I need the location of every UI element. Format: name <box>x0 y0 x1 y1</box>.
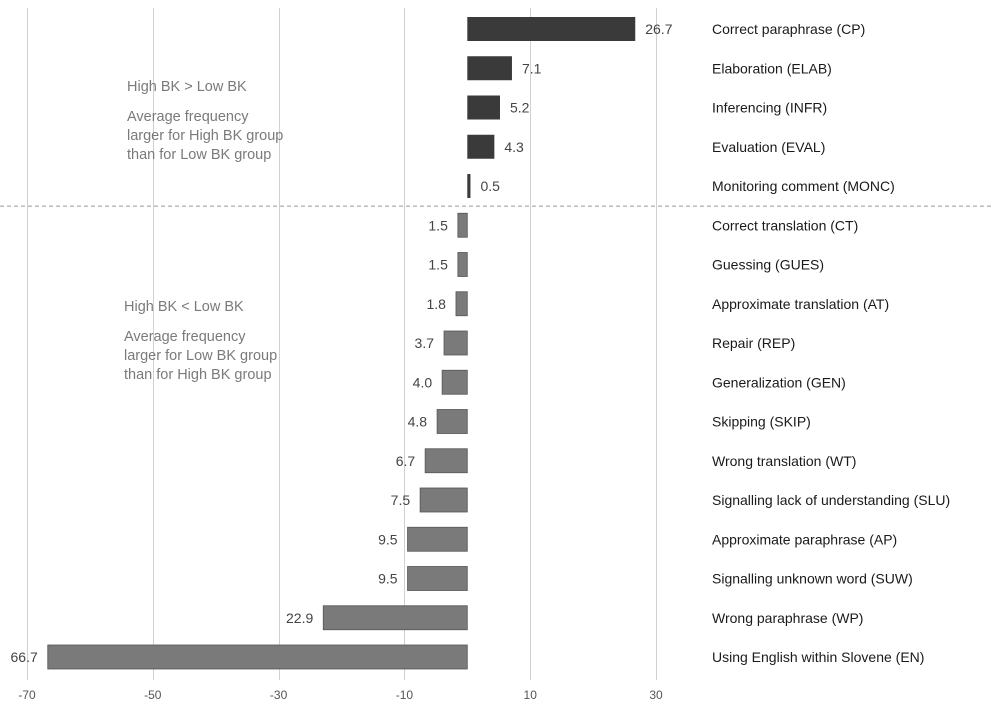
bar <box>407 526 468 552</box>
annotation-upper-line: than for Low BK group <box>127 147 272 163</box>
value-labels: 26.7 7.1 5.2 4.3 0.5 1.5 1.5 1.8 3.7 4.0 4.8 6.7 7.5… <box>11 21 673 665</box>
bar <box>443 330 468 356</box>
annotation-lower-heading: High BK < Low BK <box>124 299 244 315</box>
value-label: 1.8 <box>427 296 447 312</box>
bar <box>467 95 501 120</box>
bars <box>47 17 636 670</box>
category-label: Elaboration (ELAB) <box>712 60 832 76</box>
bar <box>457 252 468 277</box>
value-label: 6.7 <box>396 453 416 469</box>
category-label: Correct paraphrase (CP) <box>712 21 865 37</box>
bar <box>407 566 468 591</box>
bar <box>441 369 468 395</box>
value-label: 26.7 <box>645 21 672 37</box>
bar <box>436 409 468 434</box>
value-label: 1.5 <box>428 257 448 273</box>
category-label: Skipping (SKIP) <box>712 414 811 430</box>
x-tick-label: 30 <box>649 688 663 702</box>
annotation-lower-line: than for High BK group <box>124 367 272 383</box>
bar <box>467 174 471 198</box>
category-label: Signalling unknown word (SUW) <box>712 571 913 587</box>
category-label: Inferencing (INFR) <box>712 100 827 116</box>
value-label: 4.8 <box>408 414 428 430</box>
bar <box>455 291 468 317</box>
value-label: 22.9 <box>286 610 313 626</box>
annotation-lower-line: larger for Low BK group <box>124 348 278 364</box>
value-label: 7.5 <box>391 492 411 508</box>
bar <box>467 56 512 81</box>
category-label: Approximate translation (AT) <box>712 296 889 312</box>
category-label: Repair (REP) <box>712 335 795 351</box>
category-label: Wrong paraphrase (WP) <box>712 610 863 626</box>
x-axis-ticks: -70 -50 -30 -10 10 30 <box>18 688 663 702</box>
category-label: Generalization (GEN) <box>712 374 846 390</box>
annotation-upper-line: Average frequency <box>127 109 249 125</box>
value-label: 9.5 <box>378 571 398 587</box>
value-label: 4.0 <box>413 374 433 390</box>
category-label: Using English within Slovene (EN) <box>712 649 924 665</box>
category-label: Approximate paraphrase (AP) <box>712 531 897 547</box>
category-label: Signalling lack of understanding (SLU) <box>712 492 950 508</box>
annotation-upper-heading: High BK > Low BK <box>127 79 247 95</box>
category-label: Correct translation (CT) <box>712 217 858 233</box>
value-label: 4.3 <box>504 139 524 155</box>
x-tick-label: -30 <box>270 688 288 702</box>
category-labels: Correct paraphrase (CP) Elaboration (ELAB… <box>712 21 950 665</box>
category-label: Evaluation (EVAL) <box>712 139 825 155</box>
bar <box>457 212 468 238</box>
category-label: Wrong translation (WT) <box>712 453 856 469</box>
gridlines <box>0 8 993 680</box>
annotation-upper: High BK > Low BK Average frequency large… <box>127 78 283 165</box>
category-label: Guessing (GUES) <box>712 257 824 273</box>
bar <box>467 134 495 159</box>
bar <box>322 605 468 631</box>
annotation-lower-line: Average frequency <box>124 329 246 345</box>
value-label: 9.5 <box>378 531 398 547</box>
annotation-upper-line: larger for High BK group <box>127 128 284 144</box>
value-label: 7.1 <box>522 60 542 76</box>
bar <box>424 448 468 474</box>
x-tick-label: -70 <box>18 688 36 702</box>
value-label: 1.5 <box>428 217 448 233</box>
bar <box>467 17 636 41</box>
bar <box>419 487 468 513</box>
value-label: 5.2 <box>510 100 530 116</box>
value-label: 0.5 <box>480 178 500 194</box>
x-tick-label: -10 <box>396 688 414 702</box>
value-label: 66.7 <box>11 649 38 665</box>
x-tick-label: 10 <box>524 688 538 702</box>
x-tick-label: -50 <box>144 688 162 702</box>
bar <box>47 644 468 670</box>
category-label: Monitoring comment (MONC) <box>712 178 895 194</box>
value-label: 3.7 <box>415 335 435 351</box>
annotation-lower: High BK < Low BK Average frequency large… <box>124 298 277 385</box>
